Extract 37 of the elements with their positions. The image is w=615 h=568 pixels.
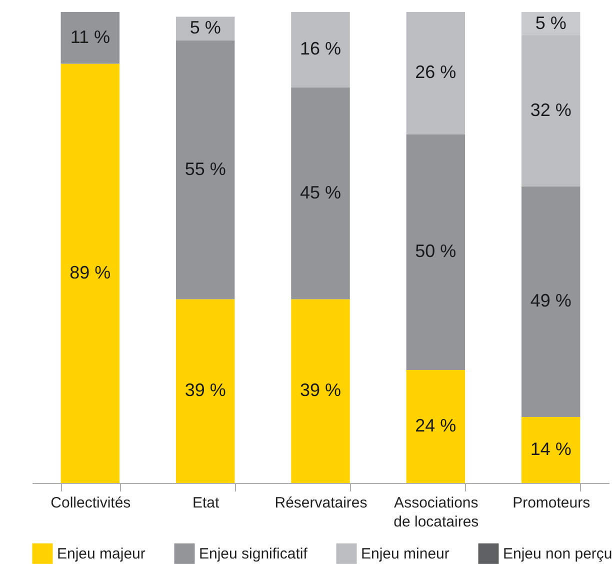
- data-label: 24 %: [415, 415, 456, 436]
- legend-label: Enjeu significatif: [199, 546, 308, 563]
- data-label: 39 %: [300, 380, 342, 400]
- data-label: 45 %: [300, 182, 342, 202]
- data-label: 50 %: [415, 241, 456, 262]
- legend-label: Enjeu mineur: [361, 546, 450, 563]
- bar: [176, 40, 235, 300]
- data-label: 16 %: [300, 38, 342, 59]
- bar: [406, 370, 466, 483]
- bar: [60, 64, 120, 483]
- x-tick-label: Associations de locataires: [394, 494, 479, 530]
- bar: [291, 87, 350, 300]
- data-label: 39 %: [184, 380, 226, 400]
- data-label: 49 %: [530, 290, 572, 311]
- x-tick-label: Collectivités: [50, 494, 131, 512]
- bar: [291, 12, 350, 88]
- data-label: 26 %: [415, 62, 456, 82]
- bar: [176, 16, 235, 40]
- data-label: 5 %: [190, 17, 221, 38]
- bar: [406, 12, 466, 134]
- legend-label: Enjeu majeur: [57, 546, 146, 563]
- data-label: 5 %: [535, 12, 566, 33]
- data-label: 32 %: [530, 100, 572, 120]
- bar: [521, 186, 580, 418]
- data-label: 14 %: [530, 439, 572, 460]
- data-label: 11 %: [70, 26, 110, 47]
- x-tick-label: Réservataires: [274, 494, 368, 512]
- bar: [60, 12, 120, 64]
- x-tick-label: Promoteurs: [512, 494, 590, 512]
- x-tick-label: Etat: [192, 494, 220, 512]
- bar: [406, 134, 466, 370]
- bar: [176, 299, 235, 483]
- data-label: 89 %: [70, 262, 111, 282]
- legend-label: Enjeu non perçu: [503, 546, 612, 563]
- bar: [521, 417, 580, 483]
- data-label: 55 %: [184, 158, 226, 179]
- bar: [291, 299, 350, 483]
